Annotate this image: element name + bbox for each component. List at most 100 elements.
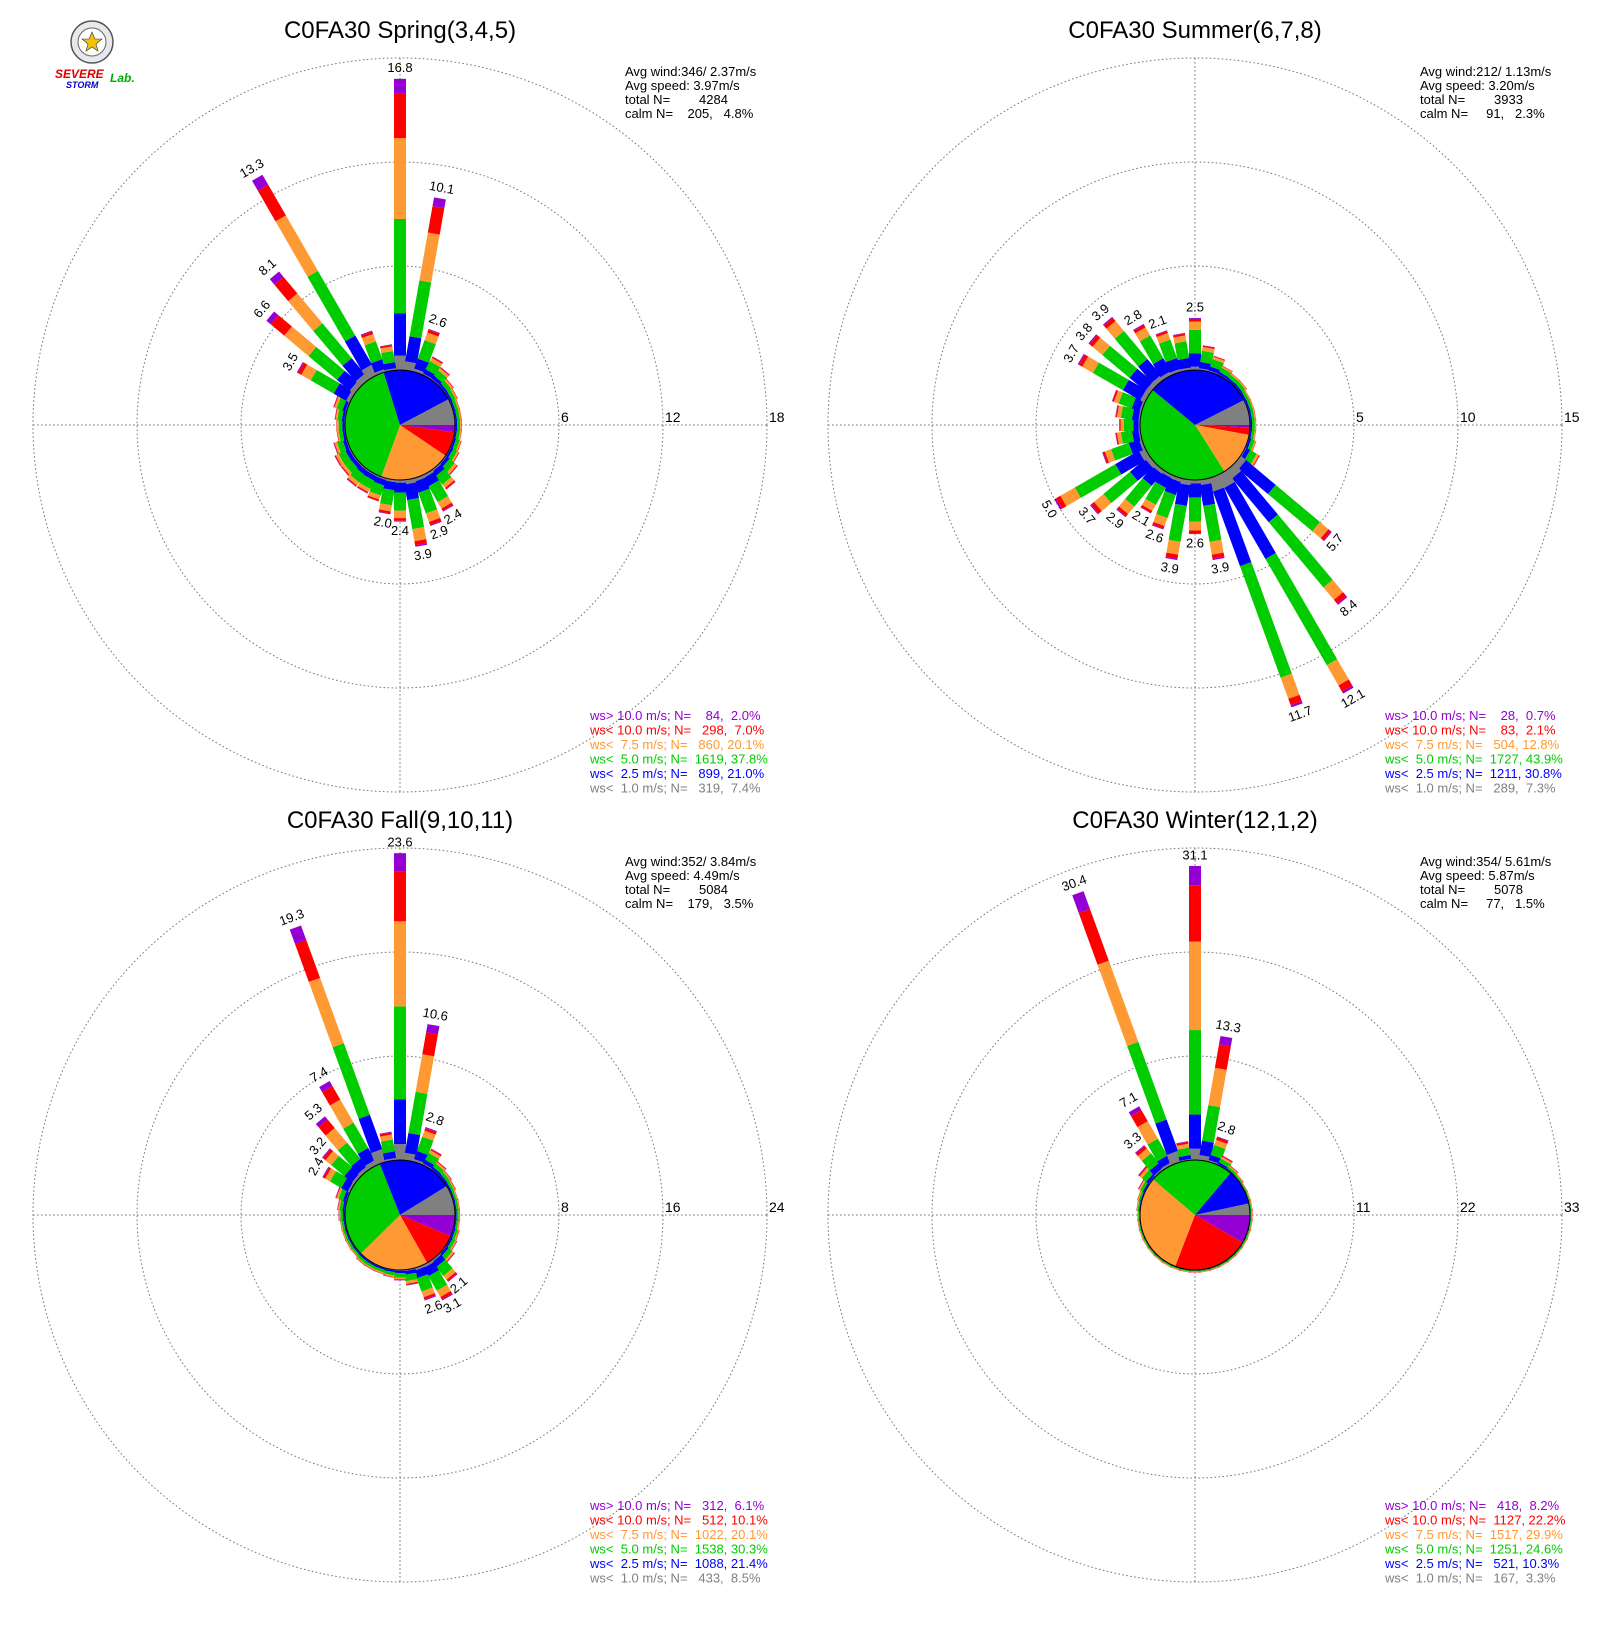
center-pie-slice <box>1195 425 1250 472</box>
rose-bar-segment <box>1103 317 1116 329</box>
rose-bar-segment <box>428 1150 441 1160</box>
rose-bar-segment <box>432 356 444 363</box>
rose-bar-segment <box>1091 501 1102 514</box>
rose-bar-segment <box>422 1163 434 1171</box>
rose-bar-segment <box>360 330 373 336</box>
rose-bar-segment <box>1239 379 1248 390</box>
rose-bar-segment <box>1268 514 1333 588</box>
rose-bar-segment <box>257 184 286 222</box>
rose-bar-segment <box>1174 341 1190 360</box>
rose-bar-segment <box>1248 1218 1252 1231</box>
rose-bar-segment <box>1245 1228 1251 1241</box>
rose-bar <box>1173 332 1192 372</box>
rose-bar-segment <box>313 323 352 366</box>
rose-bar-segment <box>425 1153 440 1166</box>
rose-bar <box>413 1264 437 1301</box>
rose-bar-segment <box>1161 1162 1173 1171</box>
rose-bar-segment <box>367 496 379 502</box>
stat-line: Avg speed: 5.87m/s <box>1420 868 1535 883</box>
rose-bar-segment <box>1208 1154 1222 1165</box>
rose-bar-segment <box>457 440 462 453</box>
center-pie-outline <box>344 369 456 481</box>
rose-bar-segment <box>1128 1106 1142 1117</box>
rose-bar-segment <box>1136 1198 1140 1211</box>
rose-bar-segment <box>1137 1178 1145 1190</box>
rose-bar-segment <box>347 1181 356 1193</box>
rose-bar-segment <box>325 1168 336 1182</box>
rose-bar-segment <box>433 370 448 384</box>
rose-bar-segment <box>1217 1260 1229 1268</box>
rose-bar-segment <box>450 399 456 412</box>
rose-bar-segment <box>1199 1140 1214 1158</box>
rose-bar-segment <box>337 1198 340 1211</box>
rose-bar-segment <box>1217 1162 1230 1170</box>
rose-bar-segment <box>1253 455 1260 466</box>
rose-bar-segment <box>459 429 462 442</box>
legend-entry: ws> 10.0 m/s; N= 28, 0.7% <box>1384 708 1556 723</box>
rose-bar-segment <box>322 1148 331 1159</box>
rose-bar-segment <box>1089 335 1101 347</box>
rose-bar-segment <box>331 1155 353 1177</box>
stat-line: Avg speed: 3.97m/s <box>625 78 740 93</box>
rose-bar <box>1208 1136 1229 1166</box>
rose-bar-segment <box>333 442 338 455</box>
rose-bar-segment <box>374 368 387 376</box>
rose-bar-segment <box>1250 1209 1252 1221</box>
rose-bar-segment <box>341 1218 346 1232</box>
rose-bar-segment <box>427 329 440 337</box>
rose-bar-segment <box>1165 556 1178 561</box>
rose-bar-segment <box>453 1218 457 1231</box>
center-pie-outline <box>1139 1159 1251 1271</box>
rose-bar-segment <box>455 429 461 442</box>
rose-bar-segment <box>394 78 406 94</box>
windrose-panel: 8 16 2423.610.62.82.13.12.62.43.25.37.419.… <box>32 807 785 1586</box>
rose-bar-value-label: 3.9 <box>1160 559 1180 577</box>
rose-bar-segment <box>438 1173 448 1184</box>
rose-bar-segment <box>1133 323 1145 331</box>
rose-bar-segment <box>350 1248 359 1258</box>
rose-bar-segment <box>344 459 358 474</box>
rose-bar-segment <box>289 925 307 944</box>
rose-bar-segment <box>1253 408 1257 421</box>
rose-bar-segment <box>1176 1143 1190 1150</box>
rose-bar-segment <box>382 480 396 491</box>
rose-bar-value-label: 2.6 <box>1144 526 1166 546</box>
rose-bar-segment <box>422 1159 436 1170</box>
rose-bar-segment <box>351 1173 362 1185</box>
rose-bar-segment <box>1139 399 1146 412</box>
rose-bar-segment <box>369 481 385 496</box>
rose-bar-segment <box>383 1273 396 1278</box>
rose-bar-segment <box>446 1253 455 1263</box>
rose-bar-segment <box>361 331 374 339</box>
rose-bar-segment <box>348 447 356 459</box>
rose-bar-segment <box>431 356 443 364</box>
rose-bar-segment <box>339 1209 341 1221</box>
rose-bar-segment <box>451 1241 458 1252</box>
rose-bar-segment <box>1097 960 1139 1047</box>
rose-bar-segment <box>428 1270 448 1291</box>
rose-bar-segment <box>1189 483 1201 498</box>
rose-bar-segment <box>252 174 269 191</box>
rose-bar-value-label: 2.0 <box>373 513 393 531</box>
center-pie-slice <box>379 1160 447 1215</box>
rose-bar-segment <box>446 481 456 490</box>
rose-bar-segment <box>445 378 454 389</box>
rose-bar-segment <box>325 1127 348 1151</box>
rose-bar-value-label: 2.9 <box>428 522 450 542</box>
rose-bar-segment <box>431 1166 442 1177</box>
rose-bar-segment <box>1152 358 1171 378</box>
rose-bar-segment <box>1094 493 1112 512</box>
rose-bar-segment <box>1208 1266 1221 1271</box>
rose-bar <box>422 356 444 381</box>
rose-bar-segment <box>337 408 344 421</box>
rose-bar-value-label: 2.8 <box>424 1109 446 1129</box>
rose-bar <box>1198 478 1225 561</box>
rose-bar-segment <box>1136 1198 1139 1211</box>
rose-bar <box>296 361 356 403</box>
rose-bar-segment <box>1072 891 1090 914</box>
rose-bar-segment <box>1173 333 1186 338</box>
rose-bar-value-label: 10.1 <box>428 178 456 197</box>
rose-bar-segment <box>446 1179 455 1192</box>
rose-bar-segment <box>447 1273 458 1282</box>
rose-bar <box>319 1081 378 1171</box>
